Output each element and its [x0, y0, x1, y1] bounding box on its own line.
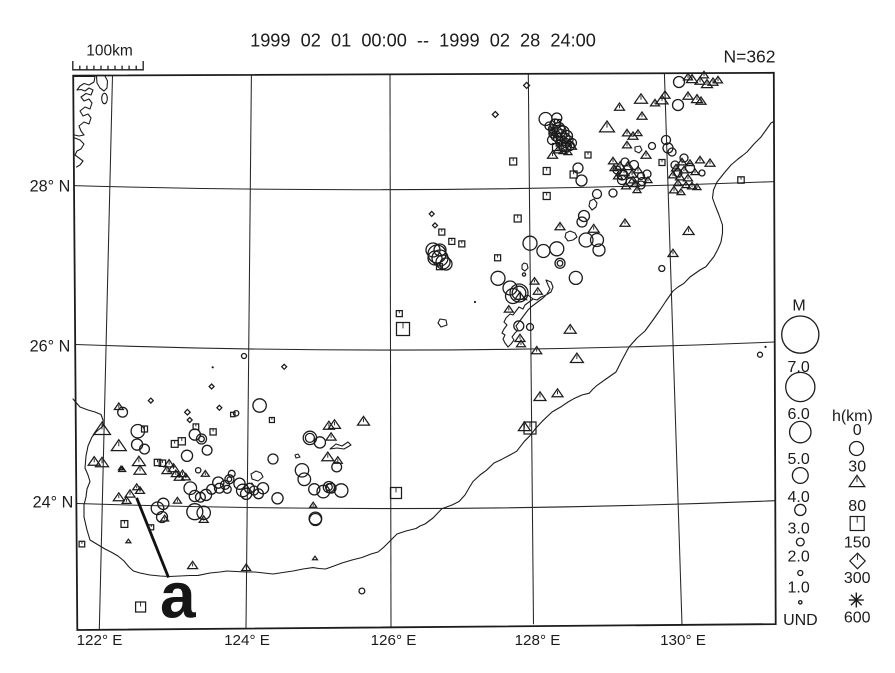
- svg-text:N=362: N=362: [723, 46, 775, 66]
- svg-text:6.0: 6.0: [787, 406, 809, 423]
- svg-text:124° E: 124° E: [224, 632, 270, 649]
- svg-text:3.0: 3.0: [787, 521, 809, 538]
- svg-text:UND: UND: [783, 612, 818, 629]
- svg-text:30: 30: [848, 459, 866, 476]
- svg-text:600: 600: [844, 610, 871, 627]
- svg-text:130° E: 130° E: [660, 632, 706, 649]
- svg-text:h(km): h(km): [832, 408, 873, 425]
- svg-text:M: M: [792, 298, 805, 315]
- svg-text:4.0: 4.0: [787, 489, 809, 506]
- svg-text:1.0: 1.0: [787, 580, 809, 597]
- svg-text:122° E: 122° E: [77, 632, 123, 649]
- svg-text:7.0: 7.0: [787, 359, 809, 376]
- svg-text:1999 02 01 00:00 -- 1999: 1999 02 01 00:00 -- 1999 02 28 24:00: [250, 31, 596, 51]
- svg-text:28° N: 28° N: [30, 178, 71, 196]
- svg-text:a: a: [160, 560, 196, 632]
- svg-text:100km: 100km: [86, 43, 133, 60]
- svg-text:150: 150: [844, 535, 871, 552]
- svg-text:24° N: 24° N: [33, 494, 74, 512]
- svg-text:26° N: 26° N: [30, 338, 71, 356]
- svg-text:126° E: 126° E: [371, 632, 417, 649]
- svg-text:2.0: 2.0: [787, 549, 809, 566]
- svg-text:80: 80: [848, 498, 866, 515]
- svg-text:300: 300: [844, 570, 871, 587]
- svg-text:0: 0: [853, 422, 862, 439]
- svg-text:5.0: 5.0: [787, 451, 809, 468]
- svg-text:128° E: 128° E: [515, 632, 561, 649]
